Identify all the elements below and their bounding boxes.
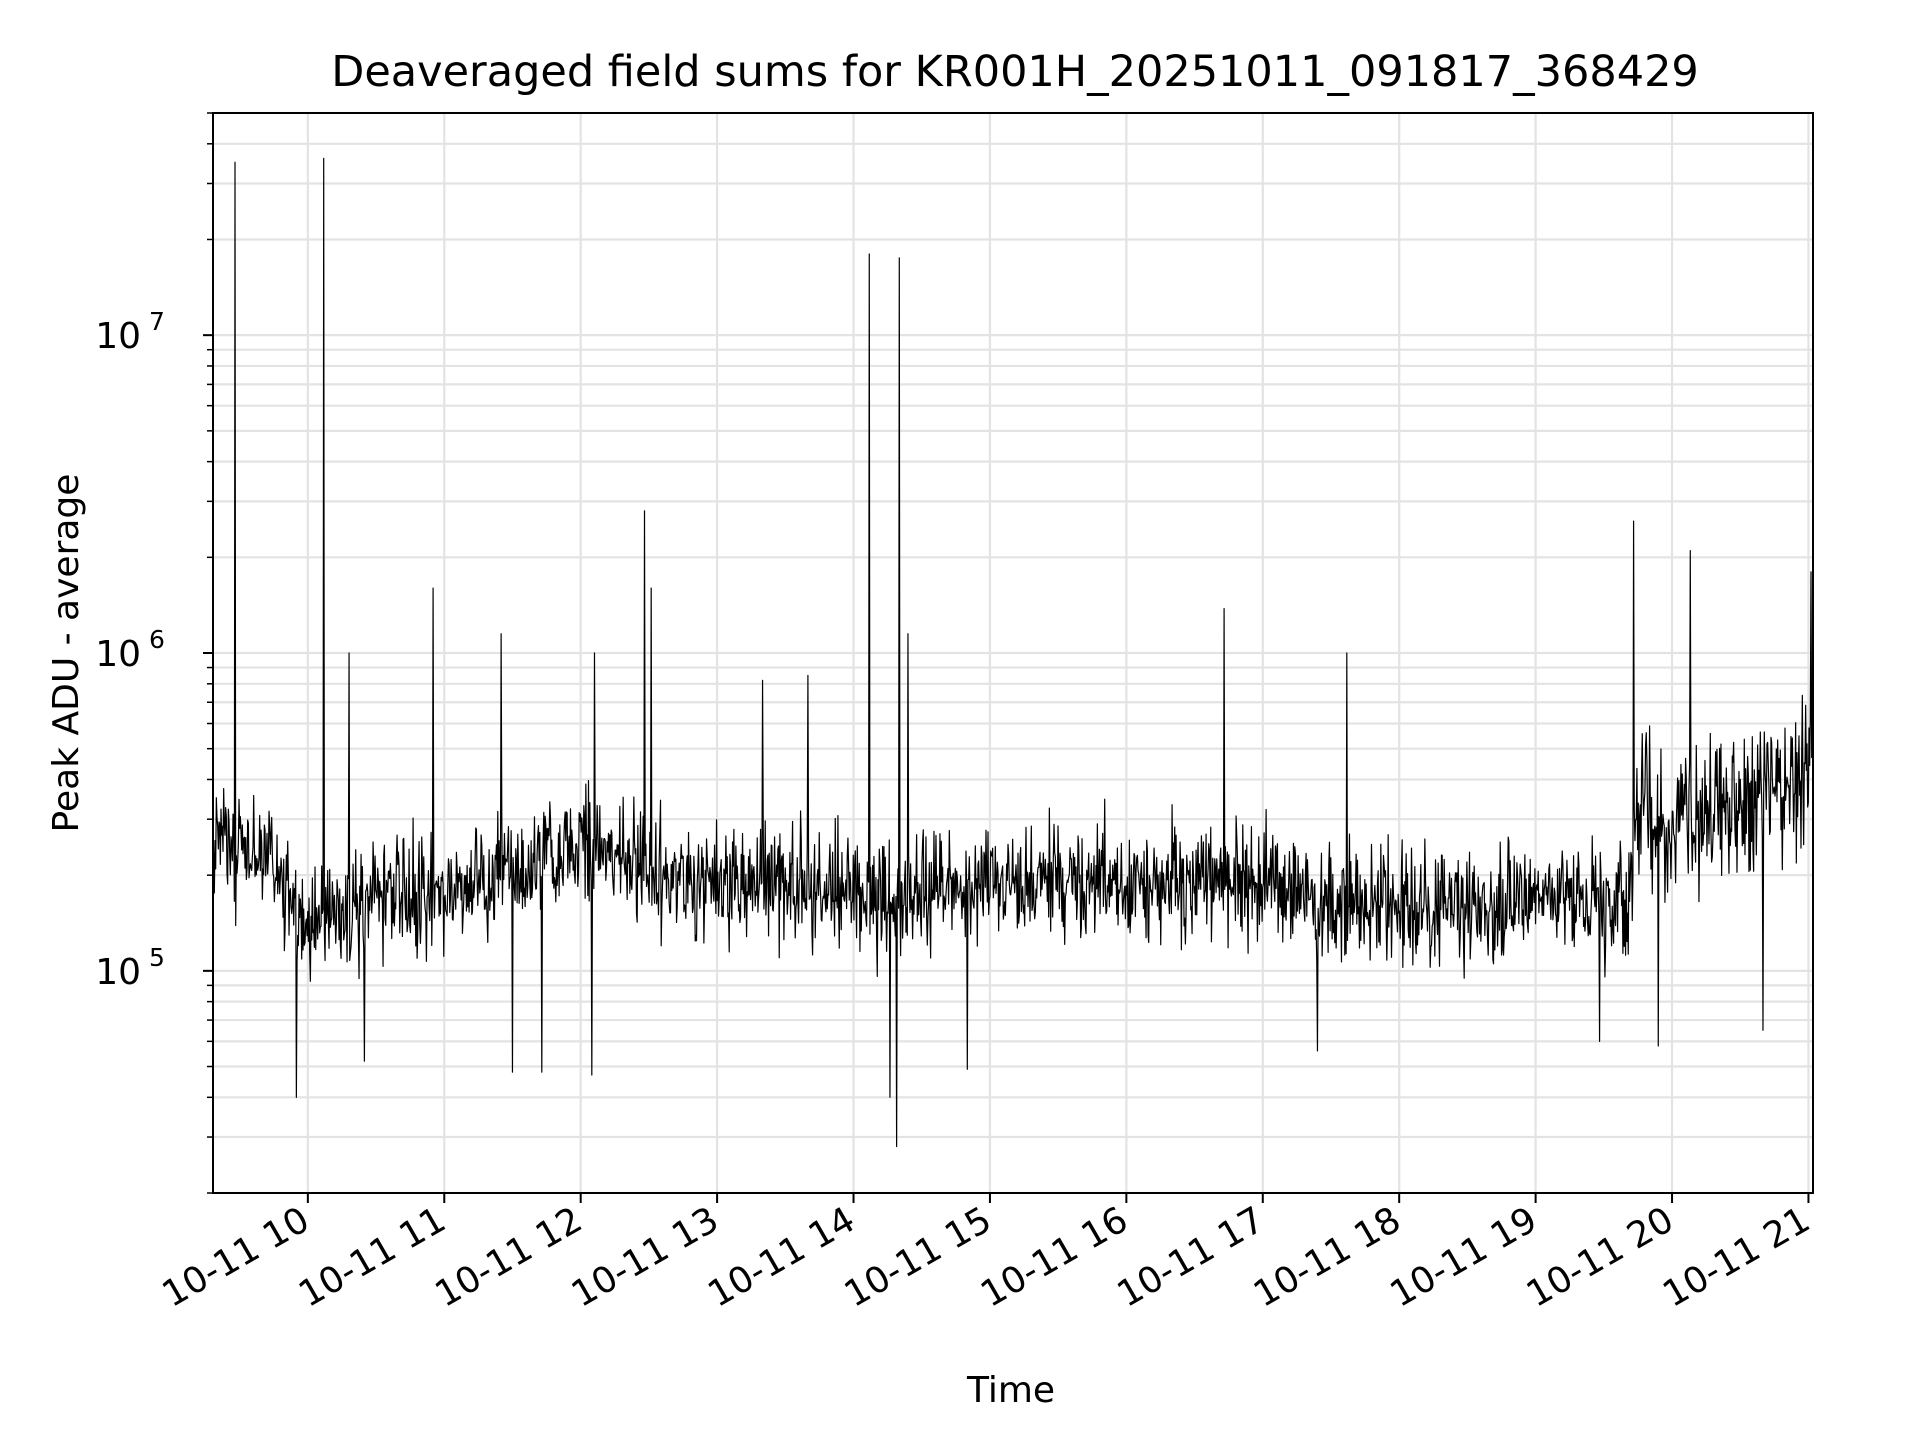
y-axis: 10 5 10 6 10 7 (95, 112, 213, 1194)
x-axis-label: Time (966, 1370, 1055, 1411)
y-tick-exponent: 5 (149, 943, 165, 972)
y-tick-label: 10 (95, 316, 141, 357)
y-tick-label: 10 (95, 952, 141, 993)
y-axis-label: Peak ADU - average (46, 474, 87, 833)
y-tick-exponent: 7 (149, 307, 165, 336)
y-tick-base: 10 (95, 634, 141, 675)
data-line-layer (212, 157, 1814, 1148)
y-tick-base: 10 (95, 316, 141, 357)
series-line (212, 157, 1814, 1148)
y-tick-base: 10 (95, 952, 141, 993)
y-tick-label: 10 (95, 634, 141, 675)
y-tick-exponent: 6 (149, 625, 165, 654)
chart-title: Deaveraged field sums for KR001H_2025101… (331, 47, 1699, 97)
